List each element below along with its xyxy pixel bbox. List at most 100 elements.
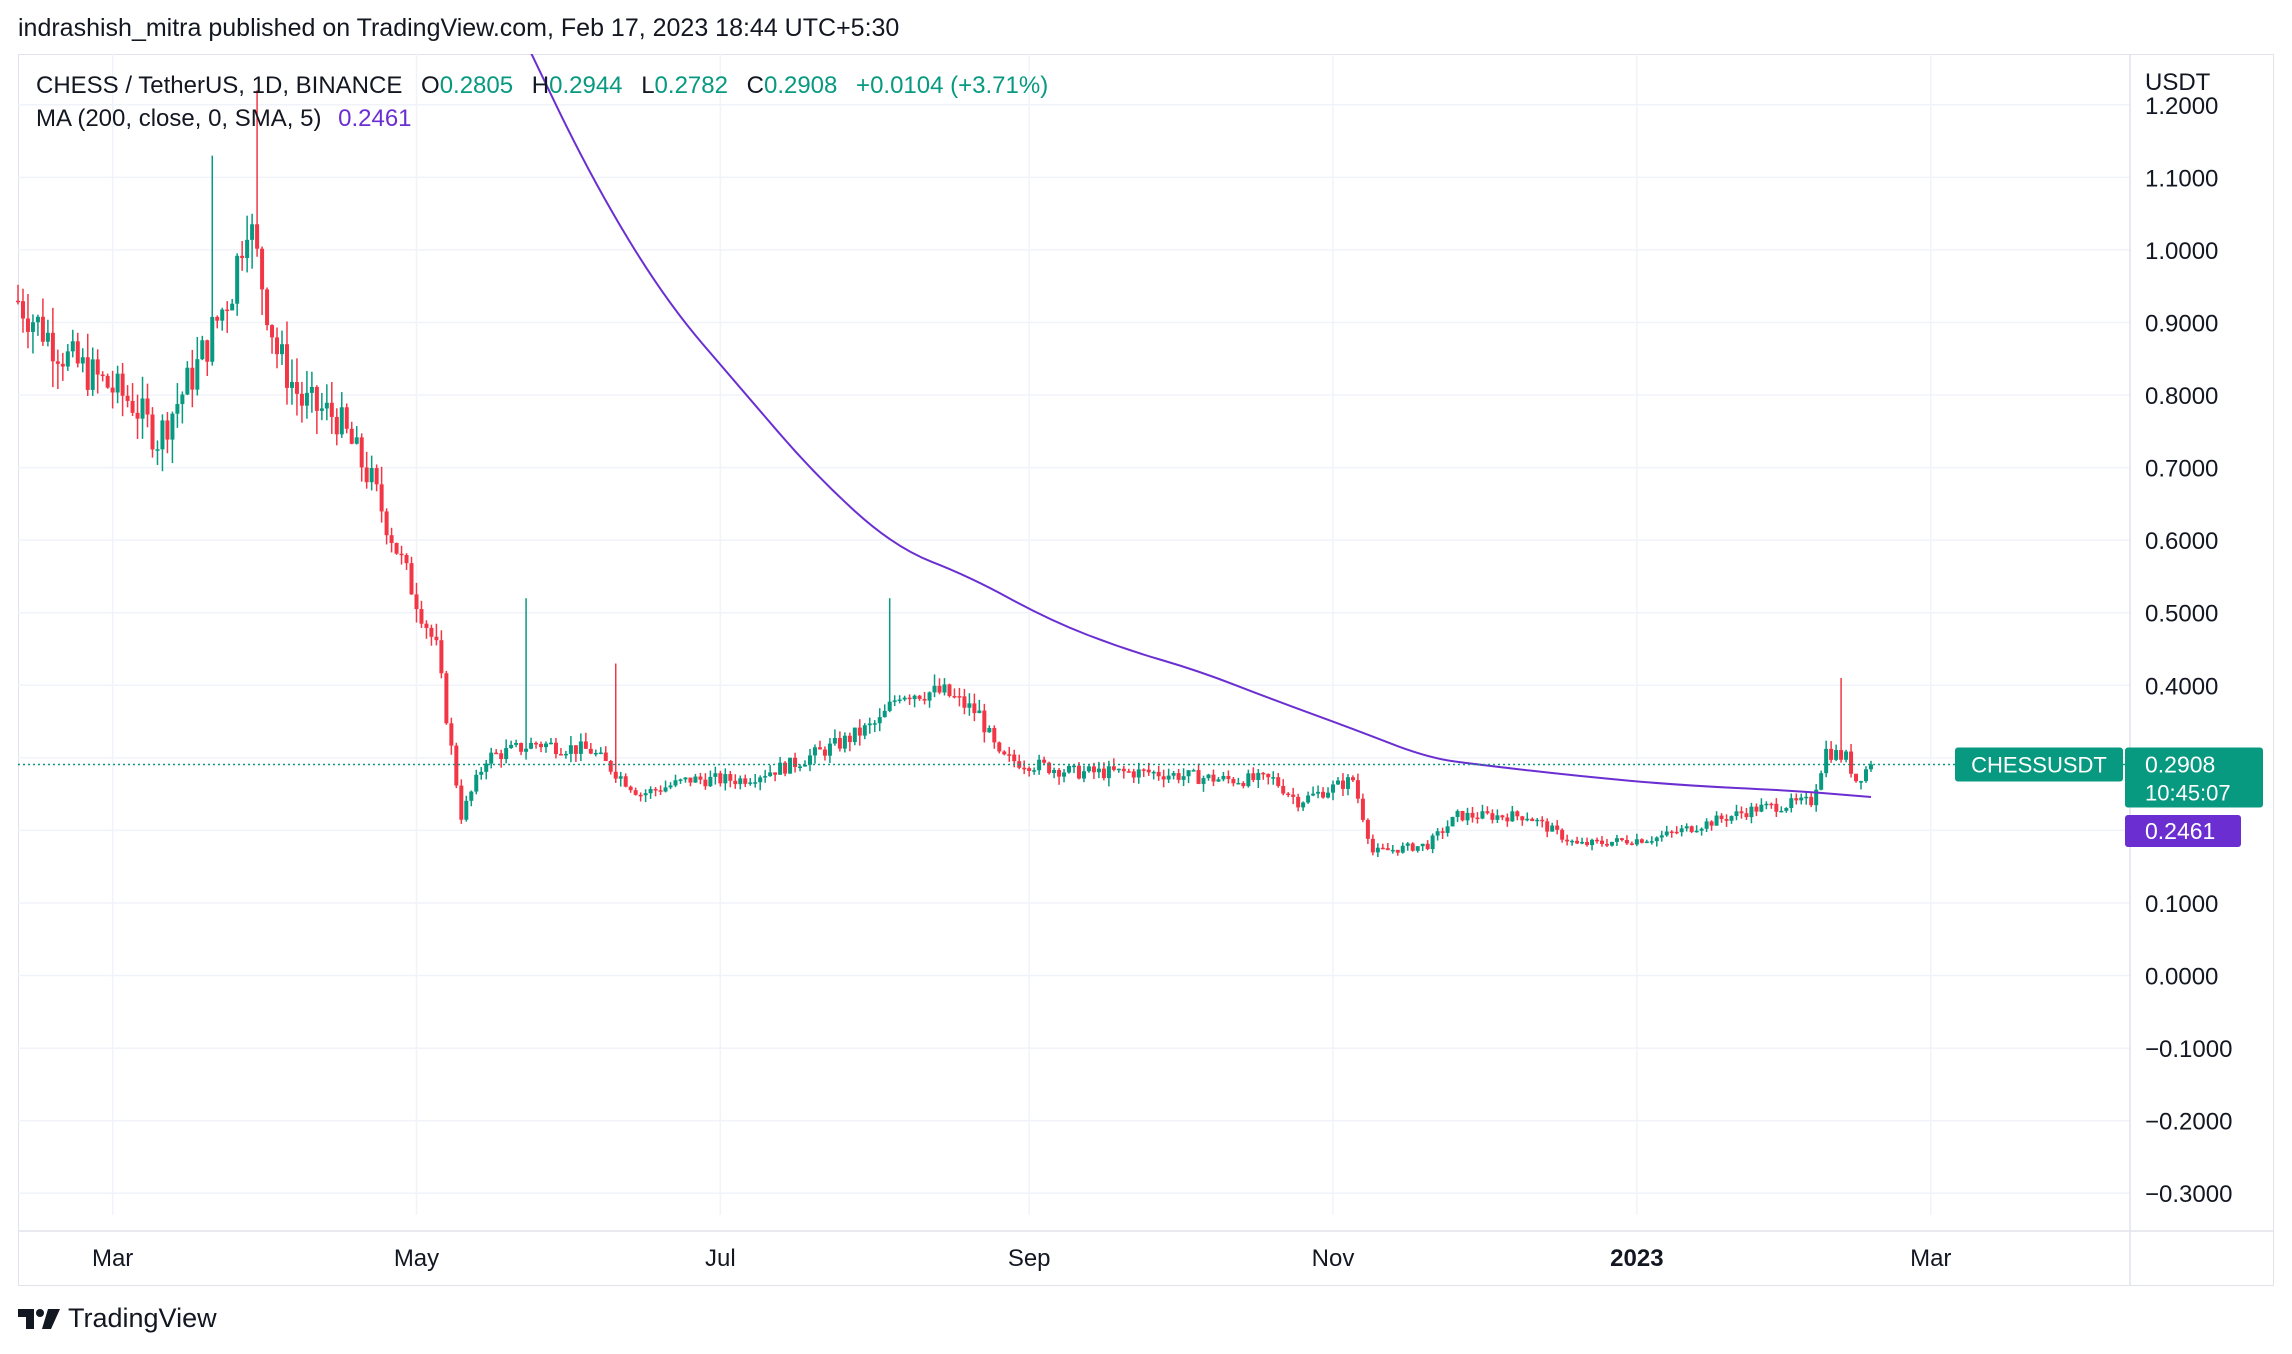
candle-body	[50, 332, 55, 362]
candle-body	[230, 303, 235, 311]
candle-body	[414, 594, 419, 610]
candle-body	[773, 772, 778, 775]
candle-body	[100, 374, 105, 377]
candle-body	[399, 553, 404, 556]
y-tick-label: −0.3000	[2145, 1181, 2232, 1208]
candle-body	[832, 737, 837, 744]
candle-body	[299, 393, 304, 406]
candle-body	[155, 449, 160, 451]
candle-body	[150, 414, 155, 450]
candle-body	[459, 785, 464, 820]
candle-body	[1156, 771, 1161, 777]
high-label: H	[531, 72, 550, 99]
candle-body	[484, 763, 489, 772]
candle-body	[509, 744, 514, 749]
candle-body	[1111, 766, 1116, 770]
candle-body	[1480, 811, 1485, 819]
candle-body	[504, 748, 509, 760]
ma-price-tag-bg	[2125, 814, 2241, 847]
candle-body	[588, 748, 593, 754]
candle-body	[1176, 773, 1181, 780]
candle-body	[85, 357, 90, 390]
candle-body	[1375, 847, 1380, 853]
candle-body	[1689, 826, 1694, 832]
candle-body	[145, 398, 150, 415]
candle-body	[568, 745, 573, 754]
candle-body	[593, 752, 598, 755]
candle-body	[489, 752, 494, 764]
candle-body	[942, 684, 947, 693]
candle-body	[1450, 816, 1455, 827]
candle-body	[693, 776, 698, 783]
candle-body	[1340, 780, 1345, 789]
candle-body	[309, 386, 314, 393]
candle-body	[1470, 812, 1475, 818]
candle-body	[289, 382, 294, 388]
candle-body	[349, 428, 354, 444]
candle-body	[1380, 847, 1385, 850]
tradingview-logo-icon	[18, 1308, 60, 1329]
candle-body	[1550, 825, 1555, 832]
candle-body	[1759, 804, 1764, 812]
candle-body	[1829, 748, 1834, 760]
candle-body	[409, 563, 414, 595]
candle-body	[60, 363, 65, 367]
candle-body	[1475, 817, 1480, 820]
x-tick-label: Sep	[1008, 1245, 1051, 1272]
candle-body	[1629, 843, 1634, 845]
candle-body	[1495, 815, 1500, 820]
candle-body	[763, 776, 768, 778]
candle-body	[1719, 815, 1724, 820]
candle-body	[1206, 774, 1211, 779]
candle-body	[284, 344, 289, 388]
candle-body	[80, 357, 85, 364]
candle-body	[658, 790, 663, 792]
candle-body	[1490, 813, 1495, 820]
candle-body	[663, 787, 668, 792]
candle-body	[1146, 769, 1151, 773]
candle-body	[120, 373, 125, 396]
candle-body	[1595, 839, 1600, 842]
candle-body	[334, 416, 339, 435]
candle-body	[1440, 831, 1445, 833]
candle-body	[1365, 819, 1370, 839]
candle-body	[1291, 794, 1296, 797]
candle-body	[524, 748, 529, 752]
candle-body	[110, 387, 115, 393]
candle-body	[1714, 815, 1719, 826]
symbol-tag-bg	[1955, 747, 2123, 782]
y-tick-label: 1.0000	[2145, 238, 2218, 265]
ma-price-tag-text: 0.2461	[2145, 818, 2215, 844]
ma-legend[interactable]: MA (200, close, 0, SMA, 5) 0.2461	[36, 105, 412, 133]
candle-body	[1664, 831, 1669, 836]
symbol-label[interactable]: CHESS / TetherUS, 1D, BINANCE	[36, 72, 403, 99]
candle-body	[698, 776, 703, 780]
candle-body	[304, 392, 309, 406]
candle-body	[1749, 806, 1754, 818]
tradingview-logo[interactable]: TradingView	[18, 1303, 217, 1334]
candle-body	[1410, 843, 1415, 851]
candle-body	[1091, 766, 1096, 773]
candle-body	[1674, 831, 1679, 834]
y-tick-label: 1.1000	[2145, 165, 2218, 192]
candle-body	[1271, 777, 1276, 779]
candle-body	[623, 776, 628, 787]
candle-body	[842, 735, 847, 749]
candle-body	[514, 742, 519, 745]
y-tick-label: 0.8000	[2145, 383, 2218, 410]
candle-body	[70, 341, 75, 352]
candle-body	[25, 318, 30, 332]
candle-body	[1764, 803, 1769, 806]
candle-body	[688, 777, 693, 783]
candle-body	[354, 437, 359, 444]
candle-body	[1286, 793, 1291, 796]
candle-body	[1425, 843, 1430, 850]
candle-body	[837, 737, 842, 749]
candle-body	[867, 723, 872, 726]
candle-body	[1839, 750, 1844, 760]
candle-body	[200, 340, 205, 360]
candle-body	[469, 791, 474, 801]
tradingview-brand: TradingView	[68, 1303, 217, 1333]
candle-body	[847, 735, 852, 743]
